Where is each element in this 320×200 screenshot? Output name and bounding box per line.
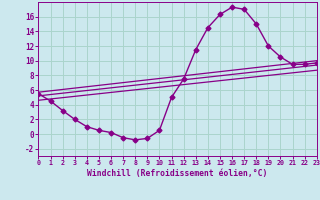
- X-axis label: Windchill (Refroidissement éolien,°C): Windchill (Refroidissement éolien,°C): [87, 169, 268, 178]
